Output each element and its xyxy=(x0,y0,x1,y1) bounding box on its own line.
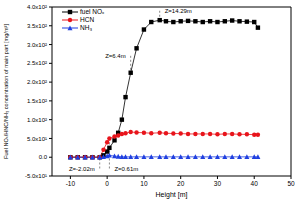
svg-text:-5.0x10¹: -5.0x10¹ xyxy=(25,173,47,179)
html-text:fuel NOₓ: fuel NOₓ xyxy=(80,8,105,15)
svg-text:Z=14.29m: Z=14.29m xyxy=(165,8,192,14)
svg-text:Z=-2.02m: Z=-2.02m xyxy=(69,166,95,172)
svg-text:Z=0.61m: Z=0.61m xyxy=(114,166,138,172)
svg-text:0.0: 0.0 xyxy=(39,154,48,160)
svg-text:2.5x10²: 2.5x10² xyxy=(27,60,47,66)
svg-text:1.0x10²: 1.0x10² xyxy=(27,117,47,123)
svg-text:5.0x10¹: 5.0x10¹ xyxy=(27,136,47,142)
svg-text:Fuel NOₓ/HNC/NH₃ concentration: Fuel NOₓ/HNC/NH₃ concentration of main p… xyxy=(8,24,9,159)
svg-text:1.5x10²: 1.5x10² xyxy=(27,98,47,104)
svg-text:Height [m]: Height [m] xyxy=(156,191,188,199)
svg-text:Z=6.4m: Z=6.4m xyxy=(105,53,126,59)
svg-text:3.5x10²: 3.5x10² xyxy=(27,23,47,29)
svg-text:4.0x10²: 4.0x10² xyxy=(27,4,47,10)
svg-text:0: 0 xyxy=(105,180,109,187)
svg-text:-10: -10 xyxy=(66,180,76,187)
svg-text:10: 10 xyxy=(140,180,148,187)
svg-text:50: 50 xyxy=(287,180,292,187)
svg-text:20: 20 xyxy=(177,180,185,187)
html-text:HCN: HCN xyxy=(80,16,95,23)
svg-text:2.0x10²: 2.0x10² xyxy=(27,79,47,85)
html-text:NH₃: NH₃ xyxy=(80,24,92,31)
svg-text:3.0x10²: 3.0x10² xyxy=(27,42,47,48)
svg-text:40: 40 xyxy=(251,180,259,187)
svg-text:30: 30 xyxy=(214,180,222,187)
